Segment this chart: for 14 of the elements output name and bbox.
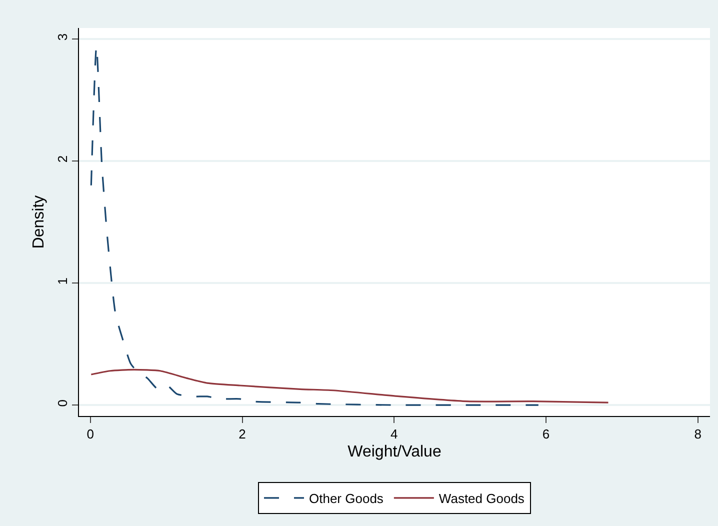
y-tick-label: 0	[54, 399, 70, 407]
line-series	[90, 368, 610, 404]
y-tick-label: 2	[54, 155, 70, 163]
x-tick-label: 6	[542, 426, 550, 442]
x-axis-title: Weight/Value	[348, 443, 442, 460]
legend-label: Wasted Goods	[438, 490, 525, 506]
x-tick-label: 4	[390, 426, 398, 442]
y-tick-label: 1	[54, 277, 70, 285]
x-tick-label: 8	[694, 426, 702, 442]
y-tick-label: 3	[54, 33, 70, 41]
y-axis-title: Density	[30, 195, 48, 249]
x-tick-label: 2	[238, 426, 246, 442]
legend-label: Other Goods	[309, 490, 384, 506]
x-tick-label: 0	[86, 426, 94, 442]
